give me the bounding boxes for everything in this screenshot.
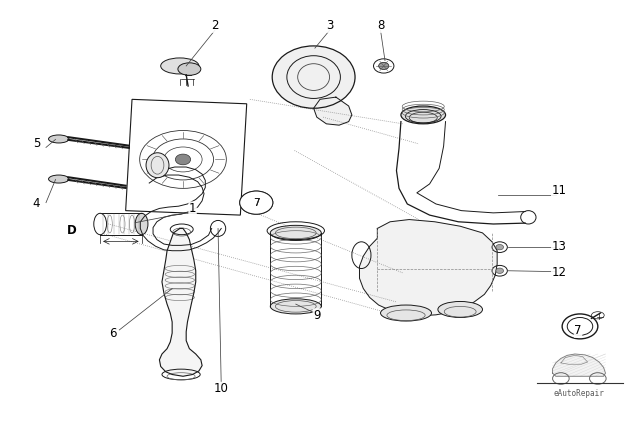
Polygon shape [159, 228, 202, 376]
Polygon shape [125, 99, 246, 215]
Text: 6: 6 [109, 327, 116, 340]
Text: 7: 7 [253, 198, 260, 207]
Text: 11: 11 [552, 184, 566, 197]
Text: 9: 9 [313, 309, 321, 322]
Text: 7: 7 [574, 324, 582, 337]
Text: 8: 8 [377, 19, 384, 32]
Text: 4: 4 [33, 198, 40, 211]
Ellipse shape [270, 225, 321, 241]
Ellipse shape [379, 62, 389, 69]
Text: 2: 2 [211, 19, 219, 32]
Ellipse shape [401, 106, 445, 124]
Ellipse shape [381, 305, 431, 321]
Ellipse shape [438, 302, 483, 318]
Text: D: D [67, 224, 76, 237]
Ellipse shape [94, 213, 106, 235]
Ellipse shape [496, 245, 504, 250]
Polygon shape [314, 97, 352, 125]
Text: 1: 1 [189, 202, 196, 215]
Ellipse shape [161, 58, 199, 74]
Ellipse shape [135, 213, 148, 235]
Ellipse shape [49, 135, 69, 143]
Text: 12: 12 [552, 267, 566, 280]
Polygon shape [552, 354, 605, 376]
Polygon shape [360, 220, 497, 316]
Ellipse shape [175, 154, 191, 165]
Text: 10: 10 [214, 382, 228, 395]
Text: 5: 5 [33, 138, 40, 151]
Text: 7: 7 [253, 198, 260, 207]
Circle shape [240, 191, 273, 214]
Ellipse shape [270, 299, 321, 314]
Text: 3: 3 [326, 19, 333, 32]
Ellipse shape [146, 153, 169, 178]
Ellipse shape [496, 268, 504, 273]
Ellipse shape [178, 63, 201, 75]
Circle shape [240, 191, 273, 214]
Ellipse shape [49, 175, 69, 183]
Ellipse shape [272, 46, 355, 108]
Text: eAutoRepair: eAutoRepair [554, 389, 605, 398]
Text: 13: 13 [552, 240, 566, 253]
